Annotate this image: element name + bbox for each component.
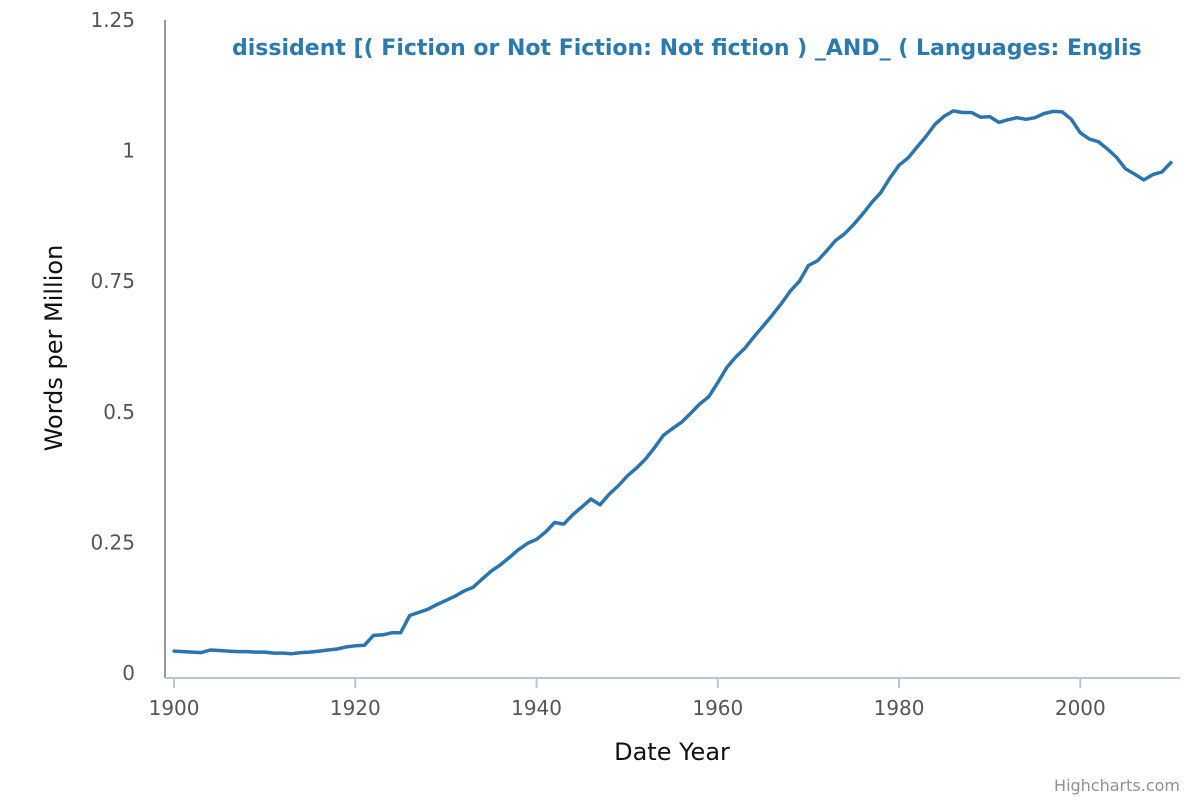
x-tick-label: 2000 <box>1055 696 1106 720</box>
x-tick-label: 1940 <box>511 696 562 720</box>
x-axis-ticks: 1900 1920 1940 1960 1980 2000 <box>149 678 1106 720</box>
x-tick-label: 1920 <box>330 696 381 720</box>
x-tick-label: 1980 <box>874 696 925 720</box>
series-line[interactable] <box>172 109 1173 656</box>
y-tick-label: 1 <box>122 139 135 163</box>
credits-link[interactable]: Highcharts.com <box>1054 776 1180 795</box>
x-tick-label: 1900 <box>149 696 200 720</box>
y-tick-label: 0.25 <box>90 530 135 554</box>
y-tick-label: 0.75 <box>90 269 135 293</box>
y-axis-tick-labels: 0 0.25 0.5 0.75 1 1.25 <box>90 8 135 685</box>
y-axis-title: Words per Million <box>40 245 68 452</box>
x-axis-title: Date Year <box>614 738 730 766</box>
y-tick-label: 1.25 <box>90 8 135 32</box>
x-tick-label: 1960 <box>692 696 743 720</box>
y-tick-label: 0.5 <box>103 400 135 424</box>
y-tick-label: 0 <box>122 661 135 685</box>
chart-title: dissident [( Fiction or Not Fiction: Not… <box>232 36 1142 61</box>
